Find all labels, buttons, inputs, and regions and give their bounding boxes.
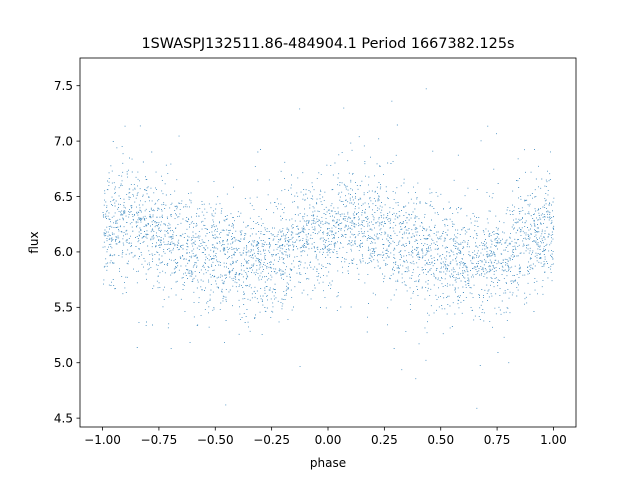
x-tick-label: 0.00 [315,433,342,447]
y-tick-label: 4.5 [54,411,73,425]
x-tick-label: −0.75 [141,433,178,447]
x-tick-label: −0.25 [253,433,290,447]
y-tick-label: 6.0 [54,245,73,259]
y-tick-label: 7.0 [54,134,73,148]
y-tick-label: 5.0 [54,356,73,370]
x-tick-label: 1.00 [540,433,567,447]
scatter-points [102,88,555,409]
x-axis-ticks: −1.00 −0.75 −0.50 −0.25 0.00 0.25 0.50 0.75 1.00 [84,427,567,447]
x-tick-label: −0.50 [197,433,234,447]
chart-title: 1SWASPJ132511.86-484904.1 Period 1667382… [142,36,515,52]
points-layer [102,88,555,409]
x-tick-label: 0.50 [427,433,454,447]
y-axis-ticks: 4.5 5.0 5.5 6.0 6.5 7.0 7.5 [54,79,80,425]
x-tick-label: 0.75 [484,433,511,447]
y-axis-label: flux [27,231,41,253]
x-tick-label: −1.00 [84,433,121,447]
y-tick-label: 5.5 [54,301,73,315]
x-axis-label: phase [310,456,346,470]
x-tick-label: 0.25 [371,433,398,447]
y-tick-label: 6.5 [54,190,73,204]
y-tick-label: 7.5 [54,79,73,93]
